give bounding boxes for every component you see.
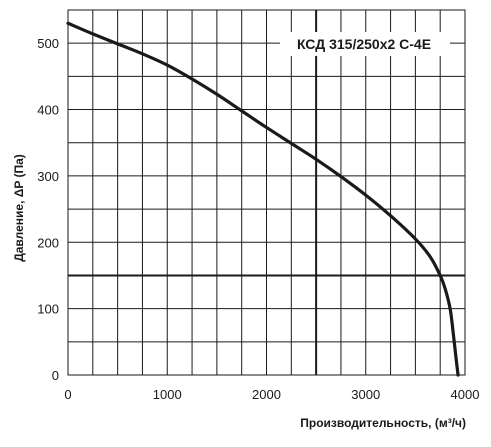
plot-border <box>67 9 466 376</box>
reference-lines <box>68 10 465 375</box>
x-tick-labels: 0 1000 2000 3000 4000 <box>64 387 479 402</box>
y-tick-label: 300 <box>37 169 59 184</box>
performance-curve <box>66 21 460 377</box>
x-tick-label: 4000 <box>451 387 480 402</box>
x-tick-label: 0 <box>64 387 71 402</box>
grid <box>68 10 465 375</box>
y-tick-label: 100 <box>37 302 59 317</box>
plot-frame <box>67 9 466 376</box>
y-tick-labels: 0 100 200 300 400 500 <box>37 36 59 383</box>
y-axis-label: Давление, ΔP (Па) <box>12 154 26 262</box>
title-background <box>280 32 450 56</box>
x-tick-label: 3000 <box>351 387 380 402</box>
y-tick-label: 0 <box>52 368 59 383</box>
x-axis-label: Производительность, (м³/ч) <box>300 416 466 430</box>
y-tick-label: 500 <box>37 36 59 51</box>
x-tick-label: 1000 <box>153 387 182 402</box>
y-tick-label: 200 <box>37 235 59 250</box>
series <box>66 21 460 377</box>
chart-title: КСД 315/250х2 С-4Е <box>297 36 431 52</box>
y-tick-label: 400 <box>37 103 59 118</box>
x-tick-label: 2000 <box>252 387 281 402</box>
